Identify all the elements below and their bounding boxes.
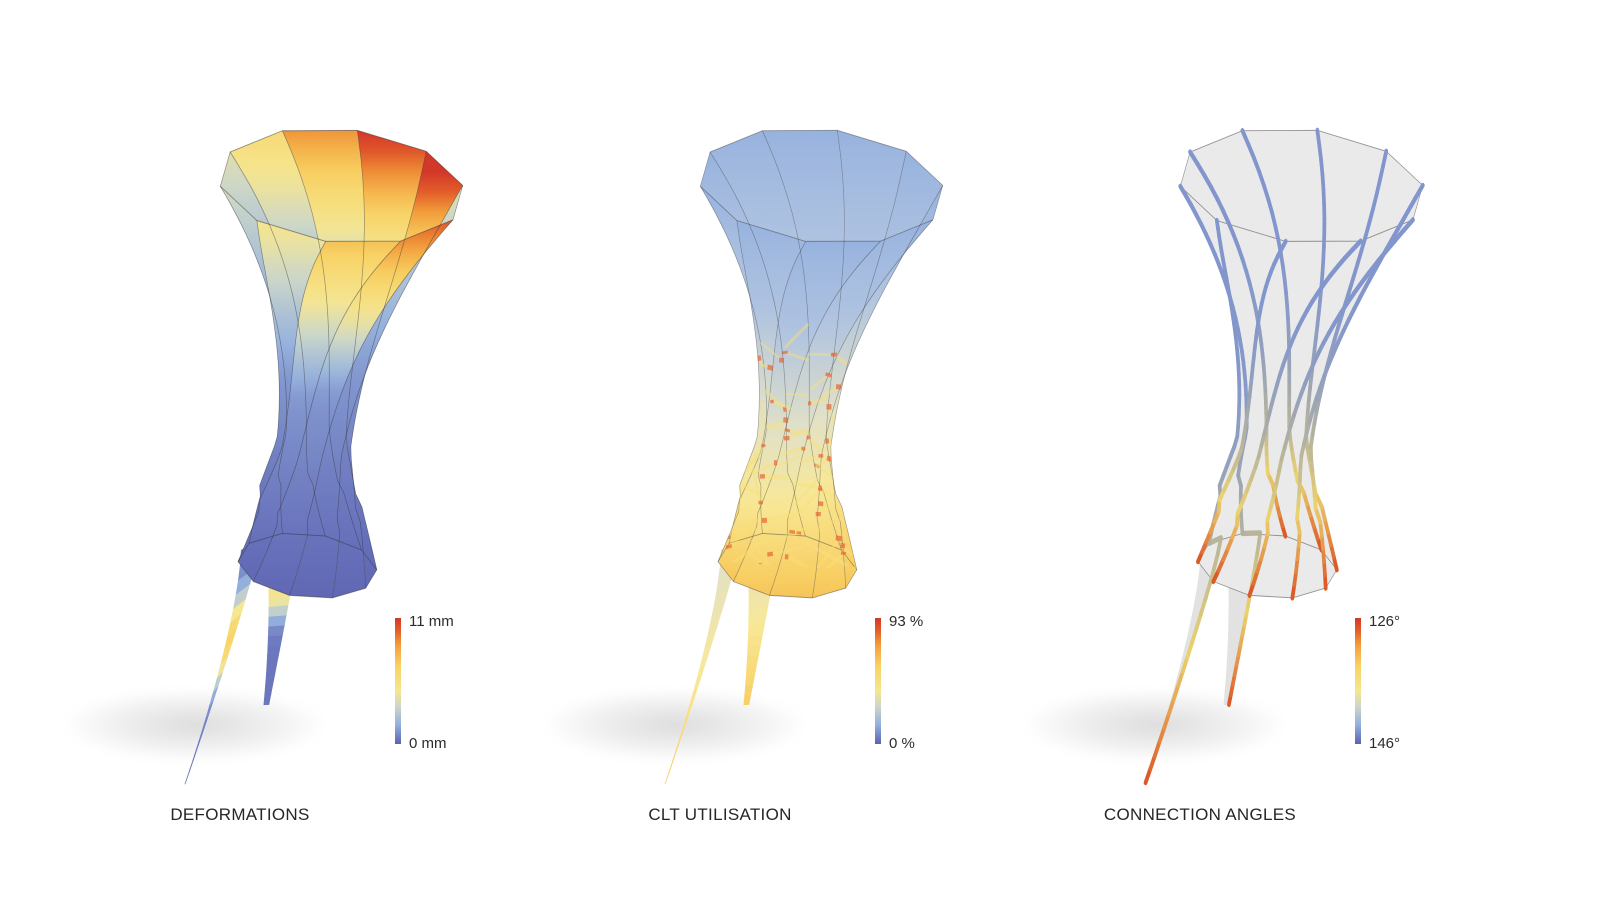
svg-text:146°: 146° (1369, 735, 1400, 752)
svg-text:11 mm: 11 mm (409, 613, 454, 630)
svg-text:93 %: 93 % (889, 613, 923, 630)
svg-text:0 mm: 0 mm (409, 735, 447, 752)
svg-text:0 %: 0 % (889, 735, 915, 752)
svg-text:126°: 126° (1369, 613, 1400, 630)
